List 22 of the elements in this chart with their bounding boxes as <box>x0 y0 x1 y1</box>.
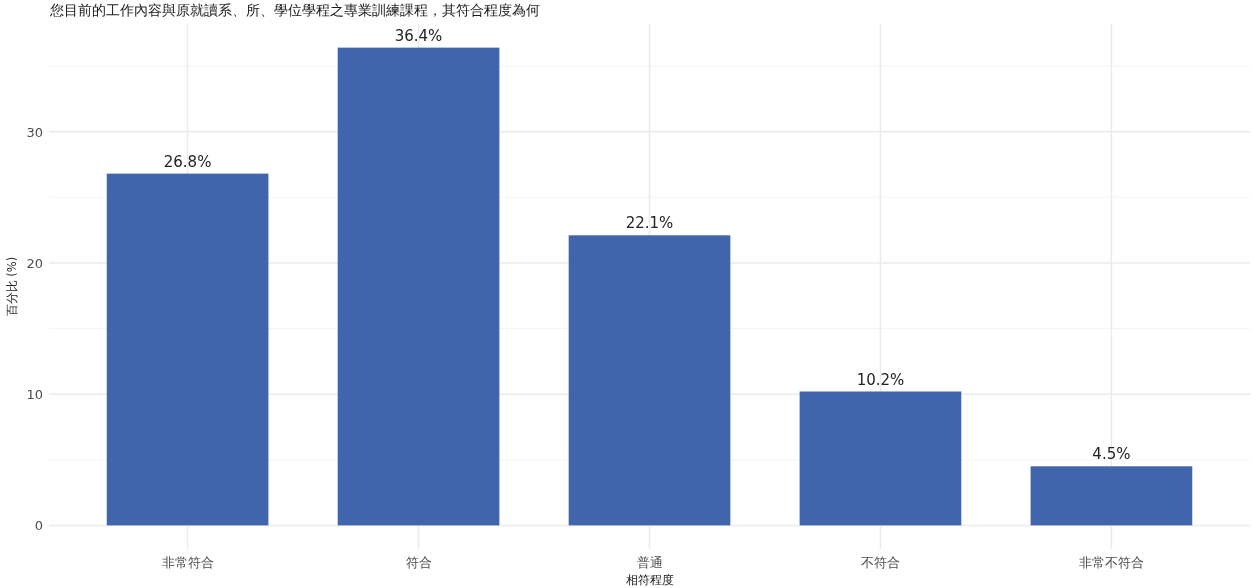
y-axis-title: 百分比 (%) <box>5 256 19 317</box>
data-label: 26.8% <box>163 152 212 171</box>
x-tick-label: 符合 <box>405 555 432 570</box>
bar <box>106 173 269 526</box>
data-label: 4.5% <box>1092 445 1131 464</box>
y-tick-label: 30 <box>26 124 43 140</box>
x-tick-label: 普通 <box>636 555 663 570</box>
chart-title: 您目前的工作內容與原就讀系、所、學位學程之專業訓練課程，其符合程度為何 <box>49 2 540 18</box>
x-tick-label: 非常不符合 <box>1078 555 1144 570</box>
y-tick-label: 20 <box>26 255 43 271</box>
y-tick-label: 10 <box>26 387 43 403</box>
x-axis-title: 相符程度 <box>625 573 674 587</box>
bar <box>337 47 500 526</box>
x-tick-label: 非常符合 <box>161 555 214 570</box>
data-label: 22.1% <box>625 214 674 233</box>
x-tick-label: 不符合 <box>860 555 900 570</box>
bar <box>568 235 731 526</box>
y-tick-label: 0 <box>34 518 43 534</box>
bar <box>799 391 962 526</box>
data-label: 10.2% <box>856 370 905 389</box>
data-label: 36.4% <box>394 26 443 45</box>
bar <box>1030 466 1193 526</box>
